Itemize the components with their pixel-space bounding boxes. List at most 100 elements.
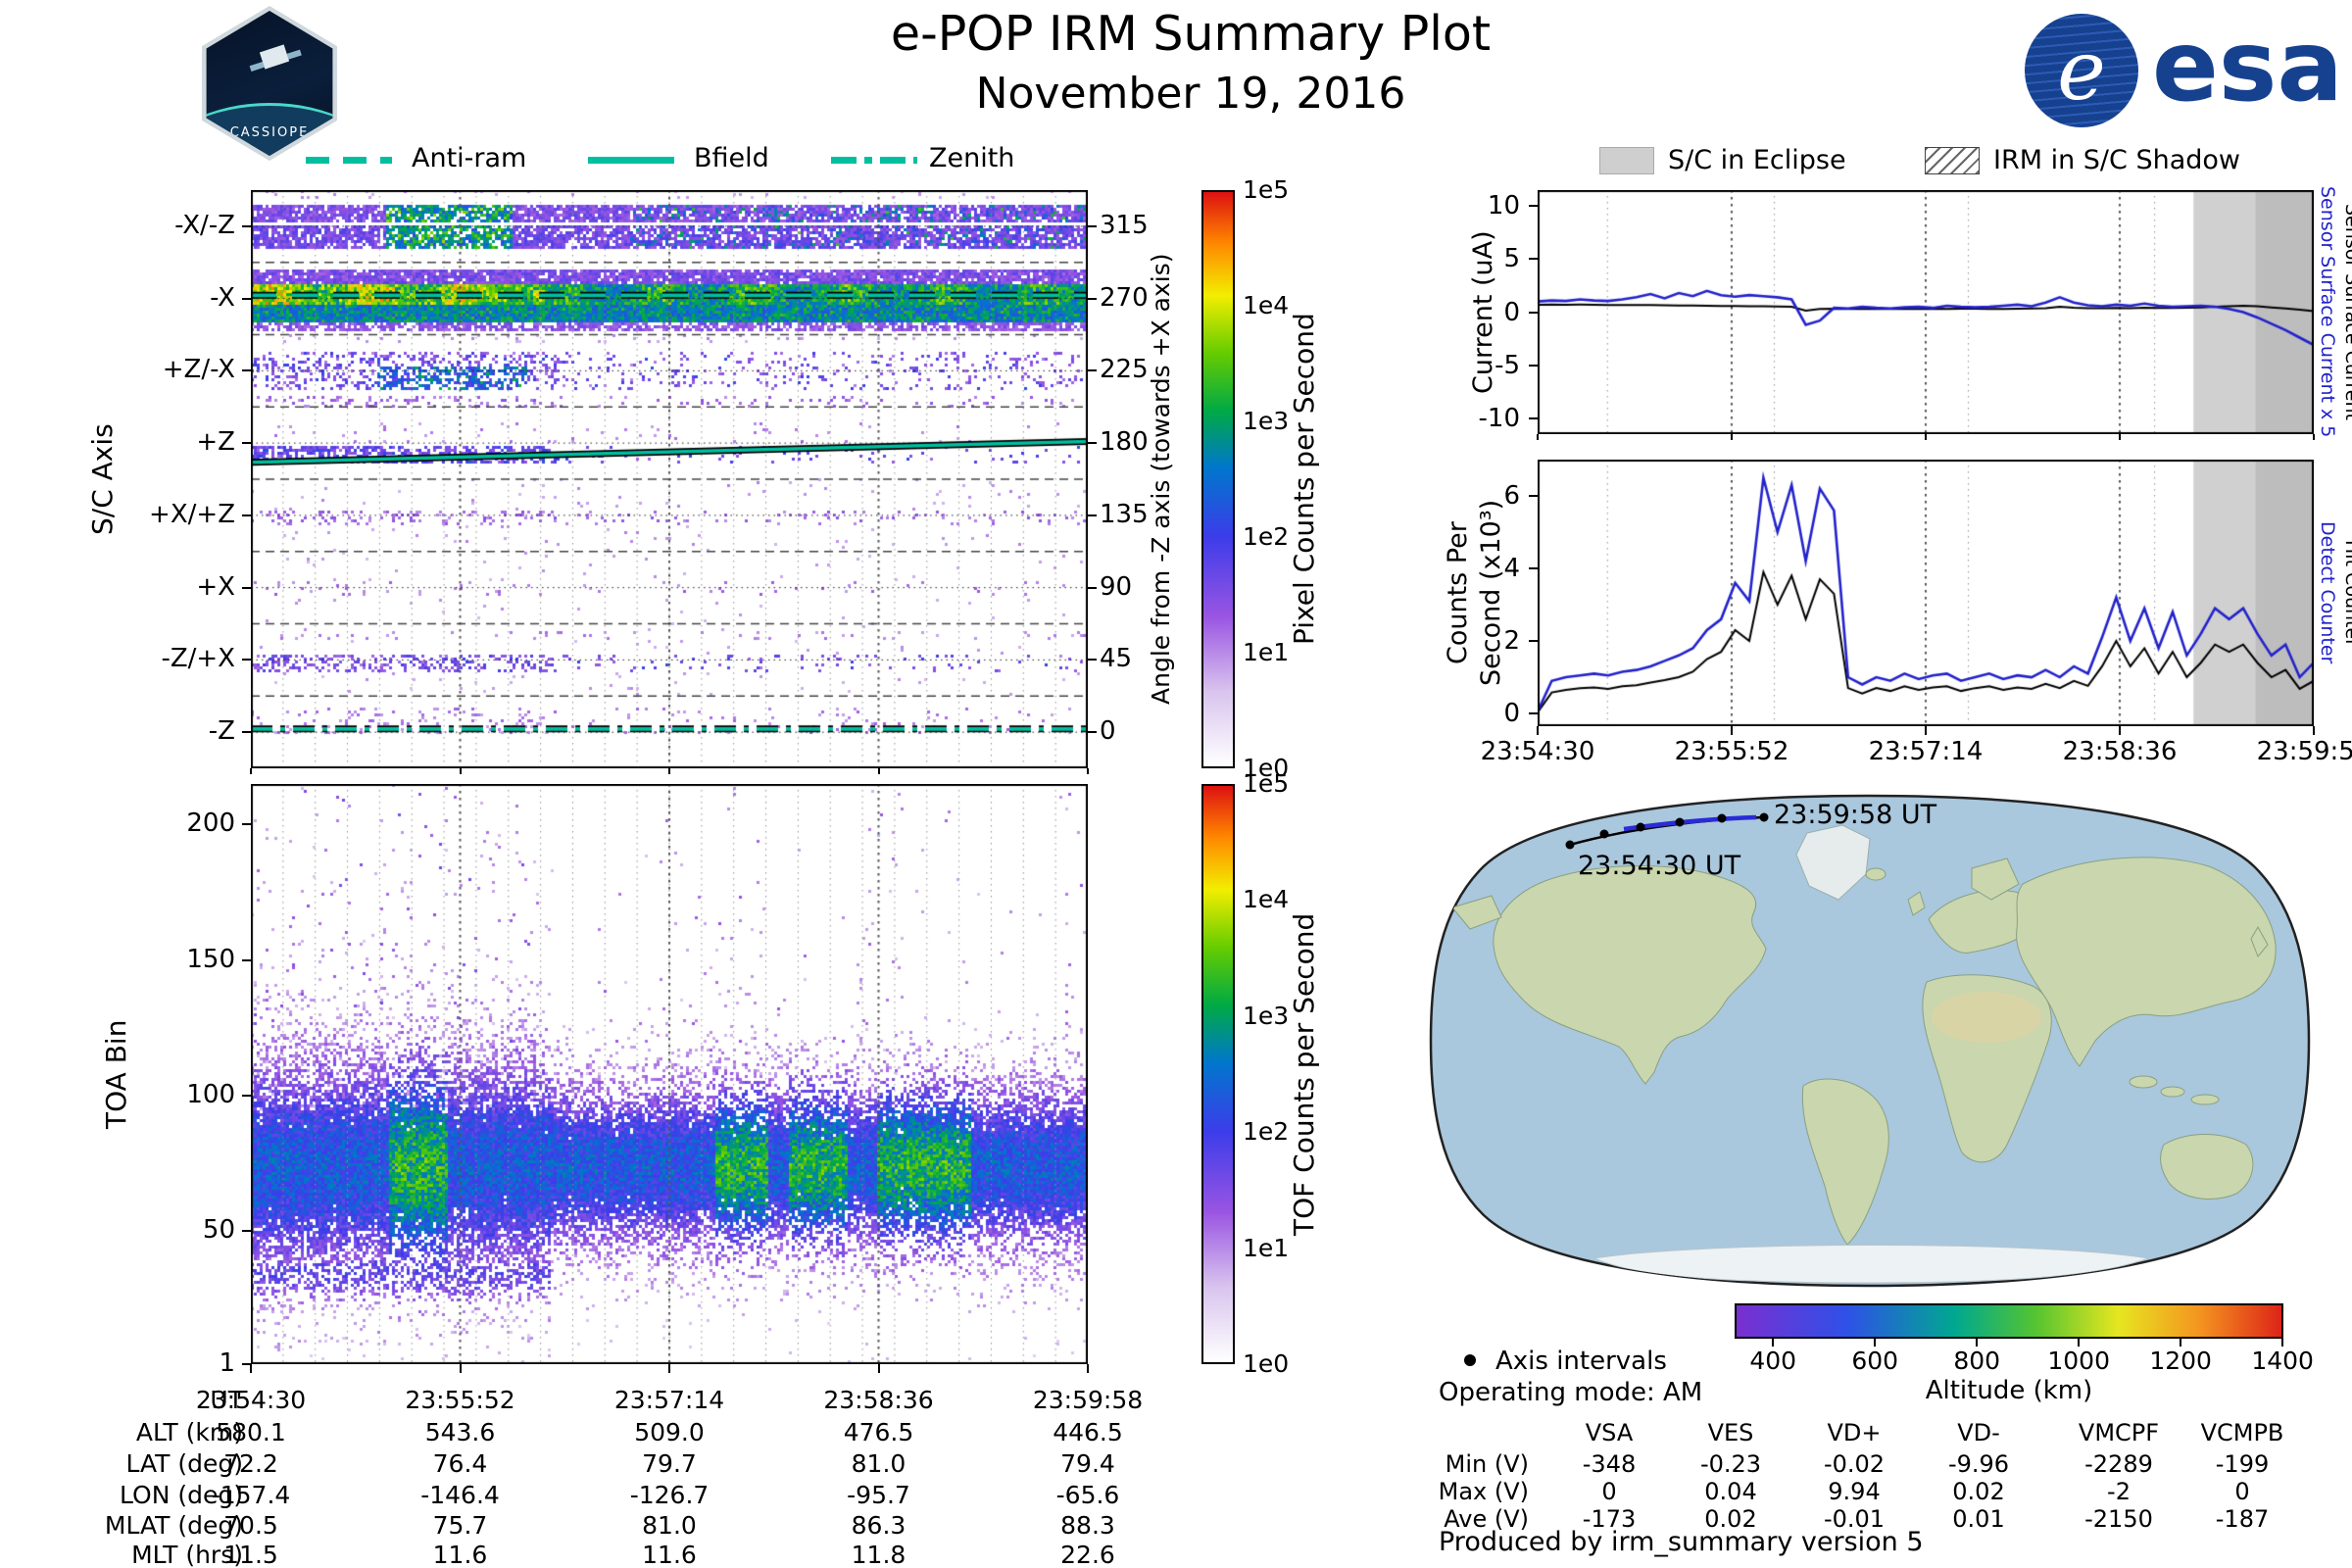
world-map: 23:54:30 UT 23:59:58 UT — [1429, 794, 2311, 1288]
voltage-cell: -348 — [1582, 1450, 1637, 1478]
region-indonesia-2 — [2160, 1086, 2185, 1098]
voltage-col-header: VES — [1707, 1419, 1754, 1446]
counts-tick-label: 6 — [1503, 481, 1520, 511]
current-tick-label: 0 — [1503, 297, 1520, 327]
badge-mission-name: CASSIOPE — [229, 125, 310, 140]
voltage-cell: -2 — [2107, 1478, 2131, 1505]
tick-mark — [1088, 369, 1097, 372]
ephemeris-cell: 23:54:30 — [195, 1386, 307, 1414]
sc-axis-tick-label: -X — [210, 282, 235, 313]
voltage-cell: -2289 — [2084, 1450, 2153, 1478]
ephemeris-cell: -157.4 — [211, 1481, 291, 1509]
ephemeris-cell: 509.0 — [634, 1418, 705, 1446]
legend-shadow-swatch — [1925, 147, 1980, 174]
angle-tick-label: 270 — [1100, 282, 1149, 313]
right-axis-label: Hit Counter — [2341, 539, 2352, 647]
altitude-tick-label: 800 — [1953, 1347, 2001, 1375]
tick-mark — [1529, 712, 1538, 715]
orbit-track-dots — [1565, 812, 1769, 850]
esa-wordmark: esa — [2152, 9, 2343, 123]
ephemeris-cell: 23:57:14 — [613, 1386, 725, 1414]
toa-tick-label: 100 — [186, 1080, 235, 1110]
ephemeris-cell: 11.6 — [432, 1541, 488, 1568]
toa-tick-label: 1 — [219, 1348, 235, 1378]
tick-mark — [1529, 258, 1538, 261]
voltage-row-label: Max (V) — [1438, 1478, 1529, 1505]
colorbar-tick-label: 1e2 — [1243, 522, 1290, 551]
tick-mark — [242, 224, 251, 227]
tick-mark — [242, 958, 251, 961]
current-tick-label: 5 — [1503, 244, 1520, 274]
voltage-cell: 0 — [1601, 1478, 1617, 1505]
ephemeris-cell: -95.7 — [847, 1481, 910, 1509]
colorbar-tick-label: 1e1 — [1243, 638, 1290, 666]
voltage-cell: -0.02 — [1823, 1450, 1886, 1478]
tick-mark — [1529, 640, 1538, 643]
ephemeris-cell: 76.4 — [432, 1449, 488, 1478]
tick-mark — [242, 514, 251, 516]
voltage-row-label: Min (V) — [1445, 1450, 1529, 1478]
ephemeris-cell: 11.5 — [223, 1541, 278, 1568]
region-sahara — [1932, 992, 2041, 1043]
continent-asia — [2016, 857, 2277, 1067]
ephemeris-cell: 23:58:36 — [823, 1386, 934, 1414]
voltage-cell: 0.02 — [1704, 1505, 1757, 1533]
tick-mark — [2119, 726, 2121, 735]
tick-mark — [459, 768, 462, 774]
sc-axis-tick-label: +X/+Z — [149, 499, 235, 529]
angle-tick-label: 45 — [1100, 644, 1133, 674]
ephemeris-cell: 75.7 — [432, 1511, 488, 1540]
voltage-col-header: VCMPB — [2200, 1419, 2284, 1446]
ephemeris-cell: 476.5 — [843, 1418, 914, 1446]
ephemeris-cell: 88.3 — [1060, 1511, 1115, 1540]
sc-axis-tick-label: -Z — [208, 716, 235, 747]
tick-mark — [242, 369, 251, 372]
ephemeris-row-label: UT — [210, 1386, 243, 1414]
tick-mark — [242, 297, 251, 300]
tick-mark — [242, 1095, 251, 1098]
ephemeris-cell: -146.4 — [420, 1481, 500, 1509]
continent-north-america — [1493, 865, 1767, 1085]
tick-mark — [242, 442, 251, 445]
tof-counts-colorbar — [1201, 784, 1235, 1364]
pixel-counts-colorbar — [1201, 190, 1235, 768]
altitude-tick-label: 600 — [1851, 1347, 1899, 1375]
right-time-tick-label: 23:59:58 — [2256, 737, 2352, 766]
ephemeris-cell: 23:59:58 — [1032, 1386, 1144, 1414]
tick-mark — [459, 1364, 462, 1373]
tick-mark — [1529, 311, 1538, 314]
voltage-cell: 0 — [2234, 1478, 2250, 1505]
tick-mark — [250, 768, 252, 774]
continents-group — [1451, 824, 2282, 1284]
tick-mark — [1088, 586, 1097, 589]
tick-mark — [2119, 434, 2121, 440]
voltage-cell: -0.23 — [1699, 1450, 1762, 1478]
tick-mark — [242, 823, 251, 826]
legend-dashed-line-sample — [306, 157, 392, 164]
badge-space-scene: CASSIOPE — [206, 11, 333, 156]
angle-tick-label: 180 — [1100, 427, 1149, 458]
orientation-legend-label: Zenith — [929, 143, 1015, 173]
axis-intervals-label: Axis intervals — [1495, 1347, 1667, 1376]
tick-mark — [877, 1364, 880, 1373]
tick-mark — [1976, 1339, 1979, 1347]
continent-greenland — [1795, 824, 1871, 901]
tick-mark — [1529, 205, 1538, 208]
toa-bin-ylabel: TOA Bin — [100, 1019, 132, 1129]
track-start-label: 23:54:30 UT — [1578, 851, 1741, 881]
legend-eclipse-swatch — [1599, 147, 1654, 174]
current-tick-label: 10 — [1487, 191, 1520, 221]
axis-intervals-dot — [1464, 1354, 1476, 1366]
tick-mark — [1529, 495, 1538, 497]
ephemeris-cell: -65.6 — [1055, 1481, 1120, 1509]
voltage-cell: 0.01 — [1952, 1505, 2005, 1533]
voltage-cell: 9.94 — [1828, 1478, 1881, 1505]
tick-mark — [1772, 1339, 1775, 1347]
sc-axis-tick-label: +Z — [196, 427, 235, 458]
angle-tick-label: 90 — [1100, 571, 1133, 602]
right-time-tick-label: 23:58:36 — [2062, 737, 2178, 766]
sc-axis-spectrogram — [251, 190, 1088, 768]
eclipse-legend-label: S/C in Eclipse — [1668, 145, 1846, 175]
tof-counts-colorbar-label: TOF Counts per Second — [1288, 912, 1320, 1236]
voltage-cell: -199 — [2215, 1450, 2270, 1478]
